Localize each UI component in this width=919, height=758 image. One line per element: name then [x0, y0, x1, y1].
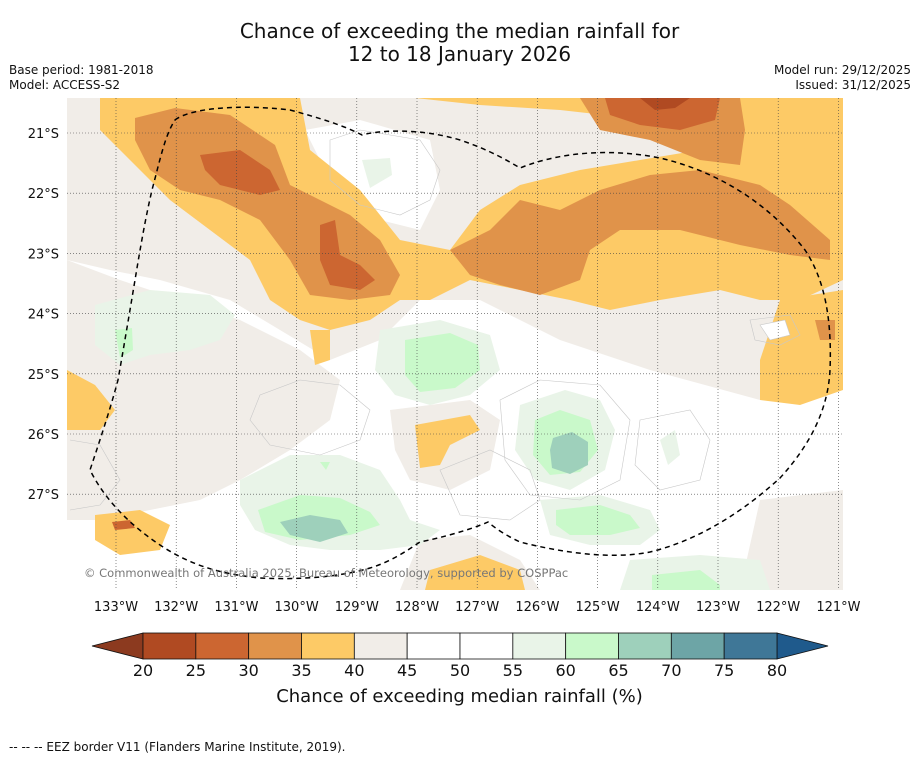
- colorbar-segment: [512, 632, 567, 660]
- map-area: © Commonwealth of Australia 2025, Bureau…: [67, 98, 843, 590]
- contour-25-30: [112, 98, 720, 530]
- colorbar-under-arrow: [91, 632, 144, 660]
- colorbar-tick: 40: [344, 661, 364, 680]
- colorbar-segment: [195, 632, 250, 660]
- contour-65-70: [280, 432, 588, 542]
- lon-label: 125°W: [576, 600, 620, 615]
- lon-label: 132°W: [154, 600, 198, 615]
- colorbar-tick: 70: [661, 661, 681, 680]
- colorbar-tick: 30: [238, 661, 258, 680]
- colorbar-tick: 80: [767, 661, 787, 680]
- colorbar-over-arrow: [776, 632, 829, 660]
- lat-label: 24°S: [28, 308, 59, 323]
- lon-label: 129°W: [335, 600, 379, 615]
- contour-lines: [69, 129, 801, 521]
- lat-label: 25°S: [28, 368, 59, 383]
- lat-label: 21°S: [28, 127, 59, 142]
- chart-title: Chance of exceeding the median rainfall …: [0, 20, 919, 66]
- issued-text: Issued: 31/12/2025: [795, 78, 911, 92]
- title-line-1: Chance of exceeding the median rainfall …: [239, 19, 680, 43]
- colorbar-tick: 55: [503, 661, 523, 680]
- eez-border: [89, 106, 832, 580]
- white-patch: [759, 319, 791, 341]
- colorbar-tick: 45: [397, 661, 417, 680]
- colorbar-segment: [353, 632, 408, 660]
- copyright-text: © Commonwealth of Australia 2025, Bureau…: [84, 566, 568, 580]
- colorbar-segment: [565, 632, 619, 660]
- colorbar-tick: 75: [714, 661, 734, 680]
- lon-label: 133°W: [94, 600, 138, 615]
- colorbar-title: Chance of exceeding median rainfall (%): [276, 686, 643, 707]
- model-run-text: Model run: 29/12/2025: [773, 63, 911, 77]
- colorbar-tick: 50: [450, 661, 470, 680]
- colorbar-tick: 35: [291, 661, 311, 680]
- lon-label: 126°W: [515, 600, 559, 615]
- longitude-labels: 133°W 132°W 131°W 130°W 129°W 128°W 127°W 126°W…: [94, 600, 861, 615]
- lon-label: 122°W: [756, 600, 800, 615]
- colorbar-segment: [406, 632, 461, 660]
- colorbar-segment: [618, 632, 672, 660]
- colorbar-tick: 20: [133, 661, 153, 680]
- lon-label: 130°W: [275, 600, 319, 615]
- base-period-text: Base period: 1981-2018: [9, 63, 154, 77]
- colorbar-tick: 25: [186, 661, 206, 680]
- colorbar-segment: [301, 632, 355, 660]
- lon-label: 124°W: [636, 600, 680, 615]
- lon-label: 121°W: [816, 600, 860, 615]
- latitude-labels: 21°S 22°S 23°S 24°S 25°S 26°S 27°S: [28, 127, 59, 503]
- colorbar: [91, 632, 829, 660]
- colorbar-tick: 60: [555, 661, 575, 680]
- colorbar-segment: [670, 632, 725, 660]
- meta-left: Base period: 1981-2018 Model: ACCESS-S2: [9, 63, 154, 93]
- lon-label: 127°W: [455, 600, 499, 615]
- lon-label: 123°W: [696, 600, 740, 615]
- colorbar-tick-labels: 20 25 30 35 40 45 50 55 60 65 70 75 80: [133, 661, 787, 680]
- lat-label: 22°S: [28, 187, 59, 202]
- title-line-2: 12 to 18 January 2026: [347, 42, 572, 66]
- colorbar-segment: [723, 632, 778, 660]
- lon-label: 131°W: [214, 600, 258, 615]
- colorbar-tick: 65: [608, 661, 628, 680]
- gridlines: [67, 98, 843, 590]
- lat-label: 23°S: [28, 247, 59, 262]
- footer-note: -- -- -- EEZ border V11 (Flanders Marine…: [9, 740, 346, 754]
- meta-right: Model run: 29/12/2025 Issued: 31/12/2025: [774, 63, 911, 93]
- lat-label: 27°S: [28, 488, 59, 503]
- lon-label: 128°W: [395, 600, 439, 615]
- contour-20-25: [640, 98, 690, 110]
- lat-label: 26°S: [28, 428, 59, 443]
- colorbar-segment: [248, 632, 302, 660]
- colorbar-segment: [459, 632, 514, 660]
- colorbar-segment: [142, 632, 197, 660]
- model-text: Model: ACCESS-S2: [9, 78, 121, 92]
